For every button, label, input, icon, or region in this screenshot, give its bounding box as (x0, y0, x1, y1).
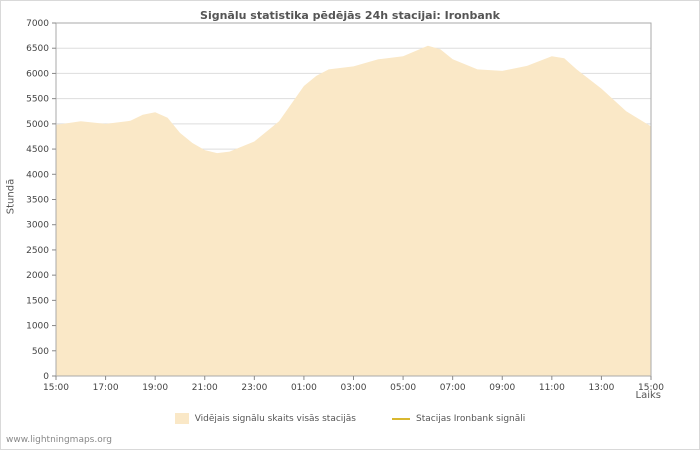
y-tick-label: 6000 (26, 69, 49, 79)
x-tick-label: 03:00 (341, 383, 367, 393)
area-swatch (174, 413, 189, 424)
y-tick-label: 4000 (26, 170, 49, 180)
x-tick-label: 13:00 (588, 383, 614, 393)
y-tick-label: 7000 (26, 19, 49, 29)
legend: Vidējais signālu skaits visās stacijās S… (1, 413, 699, 424)
watermark-link[interactable]: www.lightningmaps.org (6, 435, 112, 445)
legend-label-ironbank: Stacijas Ironbank signāli (416, 413, 526, 424)
legend-item-average: Vidējais signālu skaits visās stacijās (174, 413, 356, 424)
x-axis-label: Laiks (635, 390, 661, 401)
x-tick-label: 15:00 (43, 383, 69, 393)
x-tick-label: 05:00 (390, 383, 416, 393)
legend-item-ironbank: Stacijas Ironbank signāli (392, 414, 525, 424)
legend-label-average: Vidējais signālu skaits visās stacijās (194, 413, 356, 424)
y-tick-label: 500 (32, 347, 49, 357)
y-tick-label: 6500 (26, 44, 49, 54)
y-tick-label: 4500 (26, 145, 49, 155)
y-tick-label: 2500 (26, 246, 49, 256)
y-tick-label: 5500 (26, 95, 49, 105)
y-tick-label: 0 (43, 372, 49, 382)
x-tick-label: 09:00 (489, 383, 515, 393)
y-tick-label: 3000 (26, 221, 49, 231)
y-tick-label: 1000 (26, 322, 49, 332)
x-tick-label: 01:00 (291, 383, 317, 393)
area-series (56, 45, 651, 376)
y-tick-label: 2000 (26, 271, 49, 281)
y-axis-label: Stundā (5, 178, 17, 215)
x-tick-label: 23:00 (241, 383, 267, 393)
chart-title: Signālu statistika pēdējās 24h stacijai:… (200, 9, 500, 22)
line-swatch (392, 417, 410, 420)
x-tick-label: 07:00 (440, 383, 466, 393)
y-tick-label: 1500 (26, 296, 49, 306)
y-tick-label: 5000 (26, 120, 49, 130)
x-tick-label: 19:00 (142, 383, 168, 393)
chart-plot-area: 0 500 1000 1500 2000 2500 3000 3500 4000 4500 5000… (26, 19, 664, 393)
x-tick-label: 15:00 (638, 383, 664, 393)
y-tick-label: 3500 (26, 196, 49, 206)
x-tick-label: 11:00 (539, 383, 565, 393)
x-tick-label: 17:00 (93, 383, 119, 393)
x-tick-label: 21:00 (192, 383, 218, 393)
